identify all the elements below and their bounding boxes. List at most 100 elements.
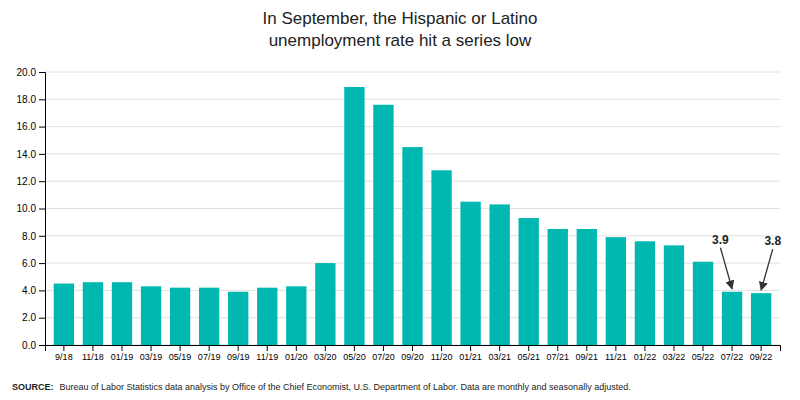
tick-mark (383, 345, 384, 351)
axis-line (39, 73, 46, 346)
annotation: 3.9 (712, 233, 729, 247)
tick: 12.0 (17, 176, 45, 187)
tick: 07/22 (721, 345, 744, 362)
tick-label: 03/21 (488, 352, 511, 362)
title-line: unemployment rate hit a series low (269, 31, 532, 50)
annotation-arrow (720, 248, 732, 289)
tick: 9/18 (55, 345, 73, 362)
tick-label: 07/22 (721, 352, 744, 362)
plot: 0.02.04.06.08.010.012.014.016.018.020.09… (17, 67, 782, 363)
tick: 09/22 (750, 345, 773, 362)
tick-label: 05/21 (517, 352, 540, 362)
axis-line (46, 346, 781, 352)
tick-mark (39, 290, 45, 291)
y-axis: 0.02.04.06.08.010.012.014.016.018.020.0 (17, 67, 46, 351)
tick-label: 11/19 (256, 352, 278, 362)
tick: 8.0 (22, 231, 45, 242)
annotation-arrow (761, 249, 773, 290)
bars (54, 87, 772, 345)
tick-label: 07/20 (372, 352, 395, 362)
bar (519, 218, 539, 345)
bar (170, 288, 190, 345)
tick: 05/19 (169, 345, 192, 362)
tick: 10.0 (17, 203, 45, 214)
tick: 14.0 (17, 149, 45, 160)
tick: 11/20 (431, 345, 453, 362)
bar (460, 202, 480, 345)
title-line: In September, the Hispanic or Latino (263, 9, 538, 28)
tick: 0.0 (22, 340, 45, 351)
tick-label: 01/20 (285, 352, 308, 362)
bar (315, 263, 335, 345)
tick-label: 11/21 (605, 352, 627, 362)
tick: 07/21 (546, 345, 569, 362)
tick-mark (39, 99, 45, 100)
bar (54, 284, 74, 345)
tick-mark (121, 345, 122, 351)
grid-line (45, 126, 780, 127)
tick: 09/20 (401, 345, 424, 362)
bar (199, 288, 219, 345)
tick-label: 10.0 (17, 203, 37, 214)
tick: 09/19 (227, 345, 250, 362)
tick-mark (39, 345, 45, 346)
tick-label: 4.0 (22, 285, 36, 296)
tick-mark (296, 345, 297, 351)
bar (431, 170, 451, 345)
tick: 16.0 (17, 121, 45, 132)
tick-mark (39, 72, 45, 73)
tick-mark (470, 345, 471, 351)
tick: 6.0 (22, 258, 45, 269)
tick-mark (39, 127, 45, 128)
tick-label: 09/20 (401, 352, 424, 362)
tick-label: 2.0 (22, 312, 36, 323)
source-label: SOURCE: (12, 382, 54, 392)
tick-label: 11/20 (431, 352, 453, 362)
tick: 03/21 (488, 345, 511, 362)
annotation: 3.8 (764, 234, 781, 248)
bar (141, 286, 161, 345)
tick-label: 07/21 (546, 352, 569, 362)
title: In September, the Hispanic or Latino unem… (263, 9, 538, 50)
tick-label: 8.0 (22, 231, 36, 242)
grid-line (45, 99, 780, 100)
tick-mark (644, 345, 645, 351)
bar (489, 204, 509, 345)
tick-label: 03/20 (314, 352, 337, 362)
tick-mark (63, 345, 64, 351)
tick-mark (325, 345, 326, 351)
tick: 2.0 (22, 312, 45, 323)
tick-mark (528, 345, 529, 351)
tick-label: 11/18 (82, 352, 104, 362)
bar (635, 241, 655, 345)
tick: 01/21 (459, 345, 482, 362)
tick-mark (557, 345, 558, 351)
bar (112, 282, 132, 345)
tick-mark (180, 345, 181, 351)
x-axis: 9/1811/1801/1903/1905/1907/1909/1911/190… (46, 345, 781, 362)
grid-line (45, 72, 780, 73)
tick-mark (761, 345, 762, 351)
bar (606, 237, 626, 345)
tick: 11/18 (82, 345, 104, 362)
tick-mark (209, 345, 210, 351)
bar (83, 282, 103, 345)
tick-mark (39, 209, 45, 210)
tick-mark (267, 345, 268, 351)
source-note: Bureau of Labor Statistics data analysis… (60, 382, 631, 392)
bar (402, 147, 422, 345)
tick-label: 09/21 (576, 352, 599, 362)
tick: 01/19 (111, 345, 134, 362)
bar (257, 288, 277, 345)
tick-mark (586, 345, 587, 351)
tick-label: 01/21 (459, 352, 482, 362)
tick-label: 07/19 (198, 352, 221, 362)
tick-label: 16.0 (17, 121, 37, 132)
bar (664, 245, 684, 345)
tick: 03/22 (663, 345, 686, 362)
tick-mark (238, 345, 239, 351)
tick-mark (703, 345, 704, 351)
tick: 05/22 (692, 345, 715, 362)
tick: 01/20 (285, 345, 308, 362)
tick-mark (354, 345, 355, 351)
